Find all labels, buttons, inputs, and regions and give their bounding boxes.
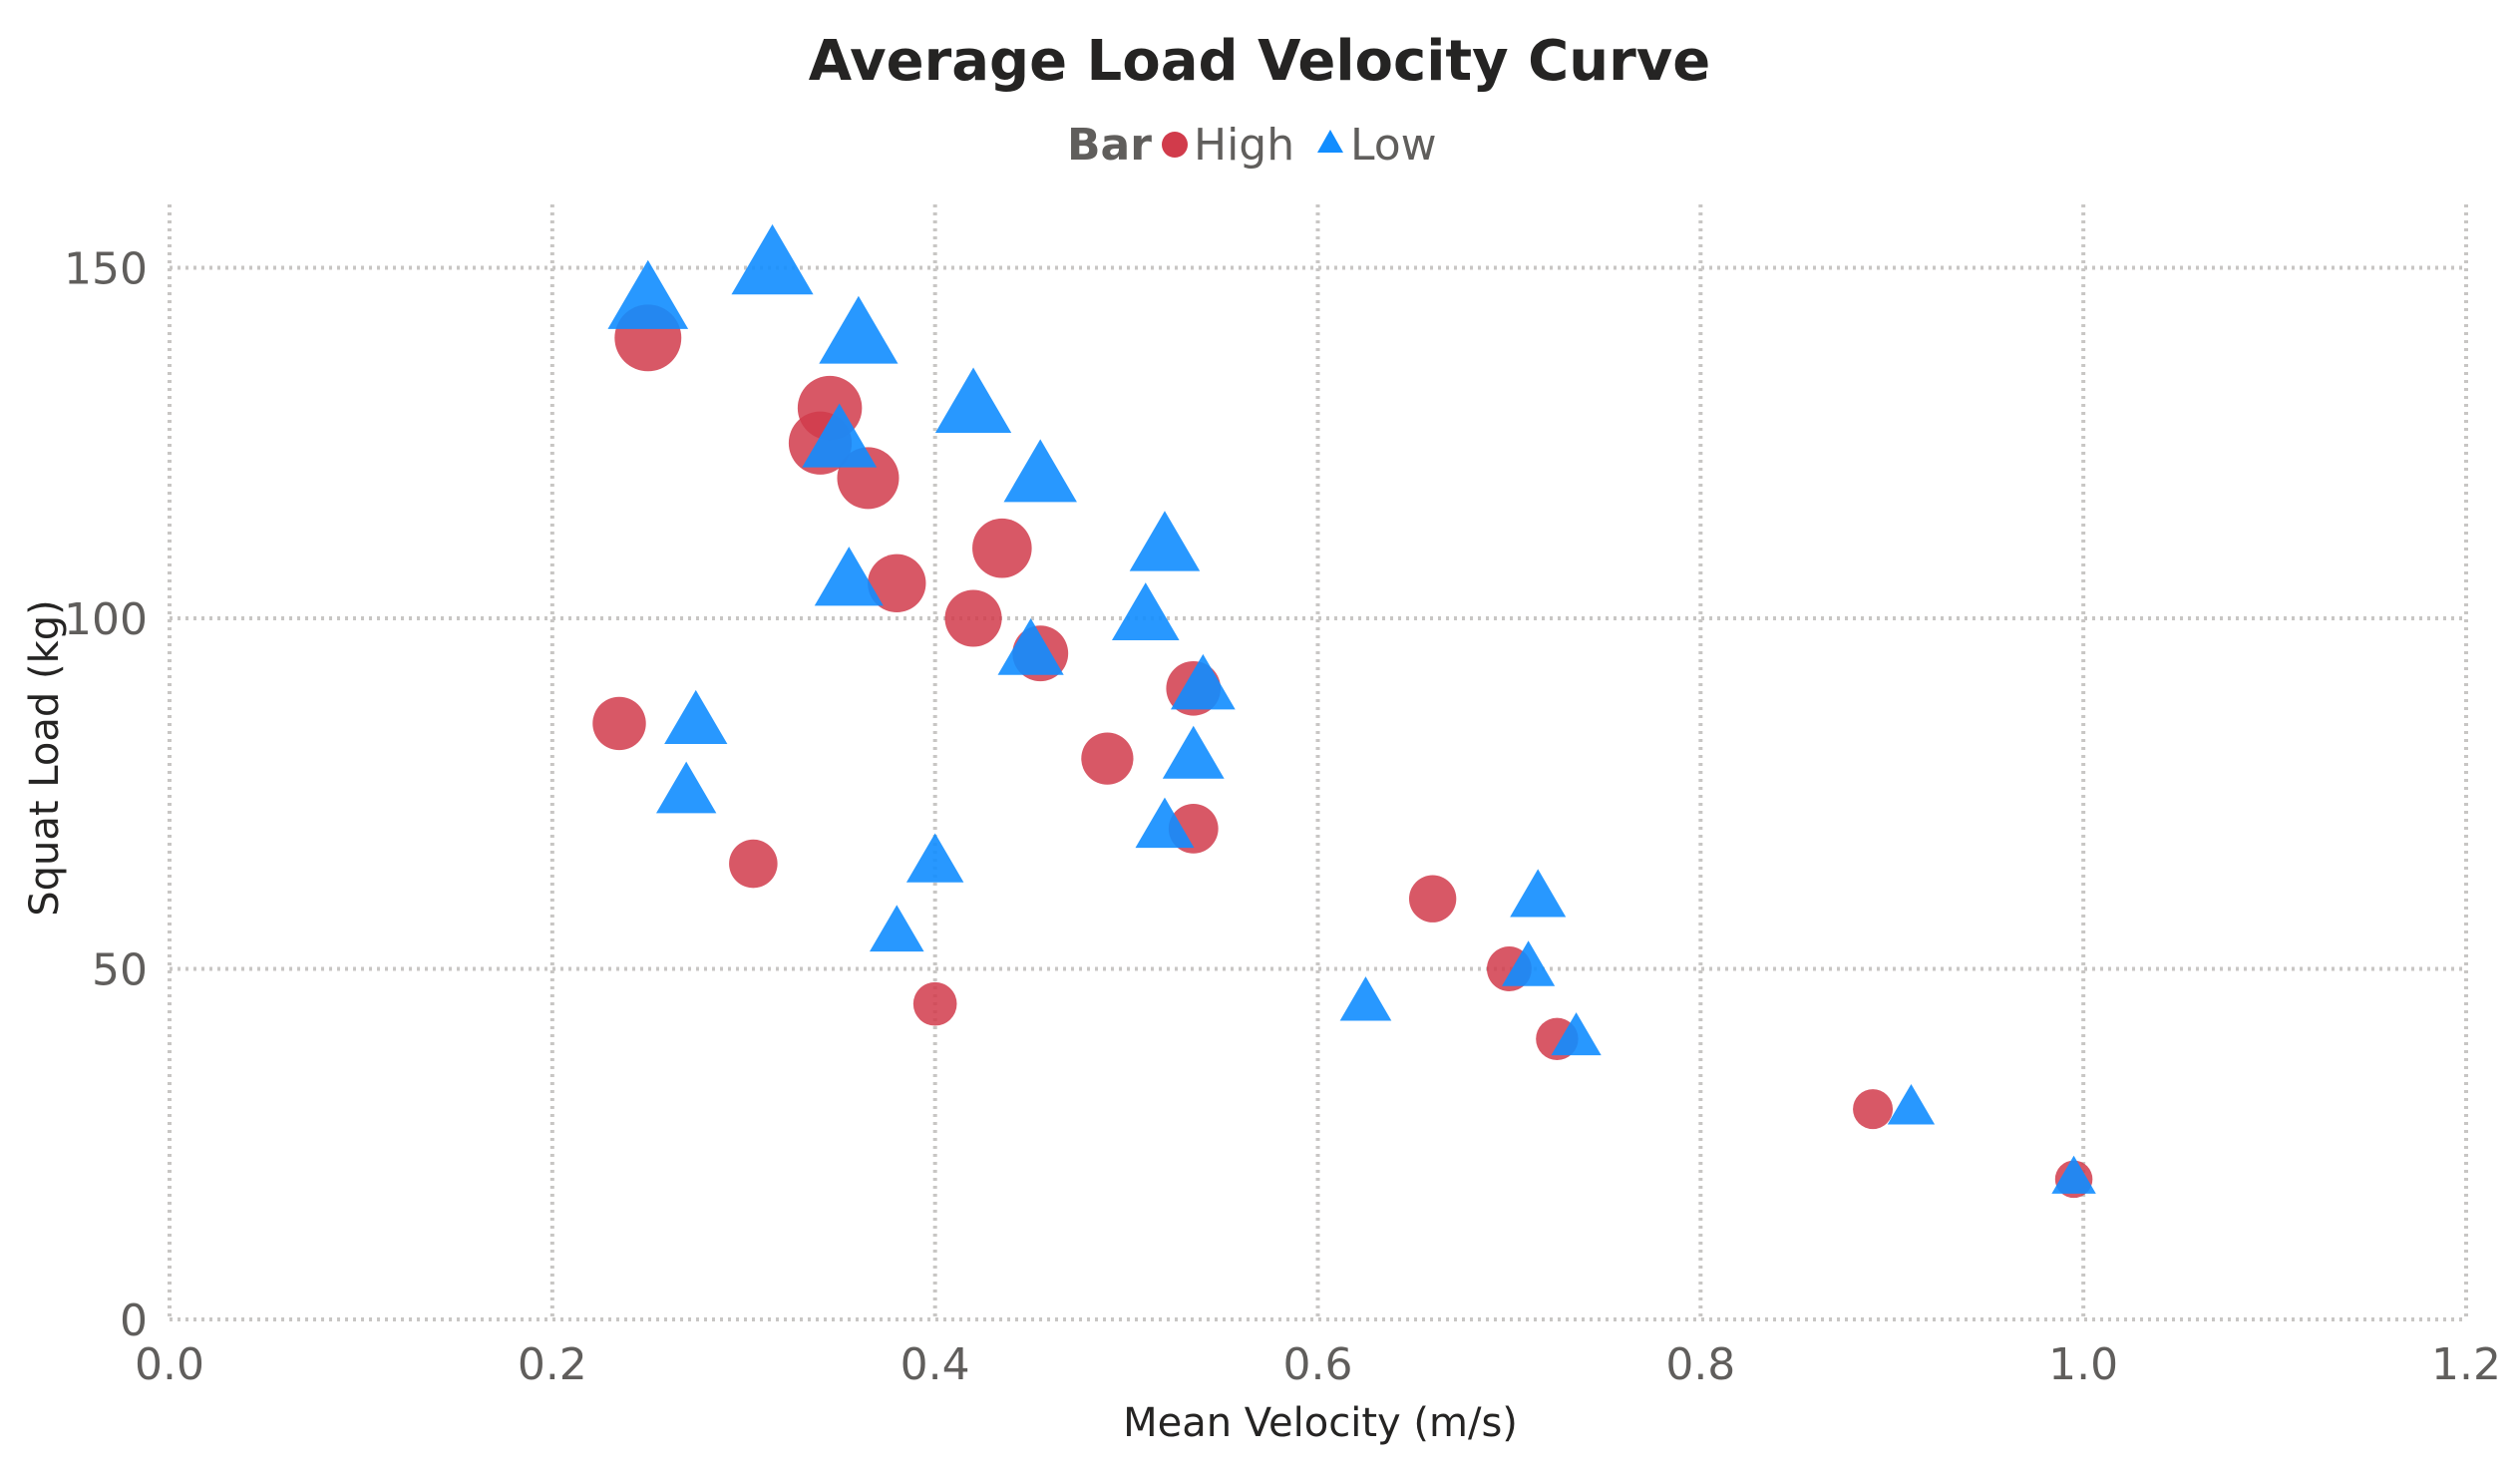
x-tick-label: 0.0 [135, 1339, 204, 1390]
high-point [592, 696, 646, 751]
low-point [1502, 940, 1556, 986]
high-point [1408, 875, 1457, 923]
low-point [1162, 725, 1225, 779]
high-point [1853, 1089, 1894, 1130]
high-point [912, 981, 957, 1026]
low-point [1510, 869, 1567, 918]
low-point [1887, 1083, 1936, 1125]
y-tick-label: 150 [64, 244, 148, 295]
low-point [819, 295, 899, 364]
low-point [869, 905, 924, 952]
legend-label-high: High [1194, 120, 1294, 171]
low-point [655, 761, 717, 814]
x-tick-label: 1.2 [2431, 1339, 2501, 1390]
y-tick-label: 100 [64, 594, 148, 645]
low-point [934, 367, 1012, 433]
low-point [1003, 439, 1077, 503]
x-tick-label: 0.6 [1283, 1339, 1353, 1390]
low-point [1170, 653, 1236, 710]
low-point [905, 833, 964, 883]
low-point [607, 259, 689, 329]
x-tick-label: 0.2 [518, 1339, 587, 1390]
x-tick-label: 0.4 [900, 1339, 970, 1390]
axis-ticks: 0.0 0.2 0.4 0.6 0.8 1.0 1.2 0 50 100 150 [64, 244, 2501, 1391]
legend-marker-high-icon [1162, 132, 1188, 158]
low-point [802, 403, 878, 468]
high-point [1081, 732, 1134, 785]
low-point [1135, 797, 1195, 849]
legend: Bar High Low [1067, 120, 1437, 171]
low-point [1111, 582, 1180, 641]
low-point [1339, 976, 1392, 1021]
high-point [972, 518, 1032, 578]
low-point [2051, 1155, 2096, 1194]
y-tick-label: 0 [120, 1295, 148, 1346]
x-axis-label: Mean Velocity (m/s) [1123, 1400, 1518, 1446]
high-point [868, 554, 926, 613]
x-tick-label: 1.0 [2048, 1339, 2118, 1390]
low-point [1129, 511, 1201, 571]
y-tick-label: 50 [92, 945, 148, 996]
low-point [997, 617, 1064, 675]
y-axis-label: Squat Load (kg) [22, 599, 68, 916]
high-point [944, 589, 1002, 647]
high-point [729, 839, 778, 889]
low-point [1551, 1012, 1602, 1056]
legend-title: Bar [1067, 120, 1152, 171]
data-points [592, 223, 2096, 1199]
legend-marker-low-icon [1317, 130, 1343, 153]
low-point [664, 689, 728, 745]
gridlines [168, 204, 2468, 1321]
x-tick-label: 0.8 [1665, 1339, 1735, 1390]
low-point [731, 223, 814, 295]
low-point [814, 547, 884, 606]
legend-label-low: Low [1350, 120, 1437, 171]
chart-title: Average Load Velocity Curve [809, 29, 1710, 94]
